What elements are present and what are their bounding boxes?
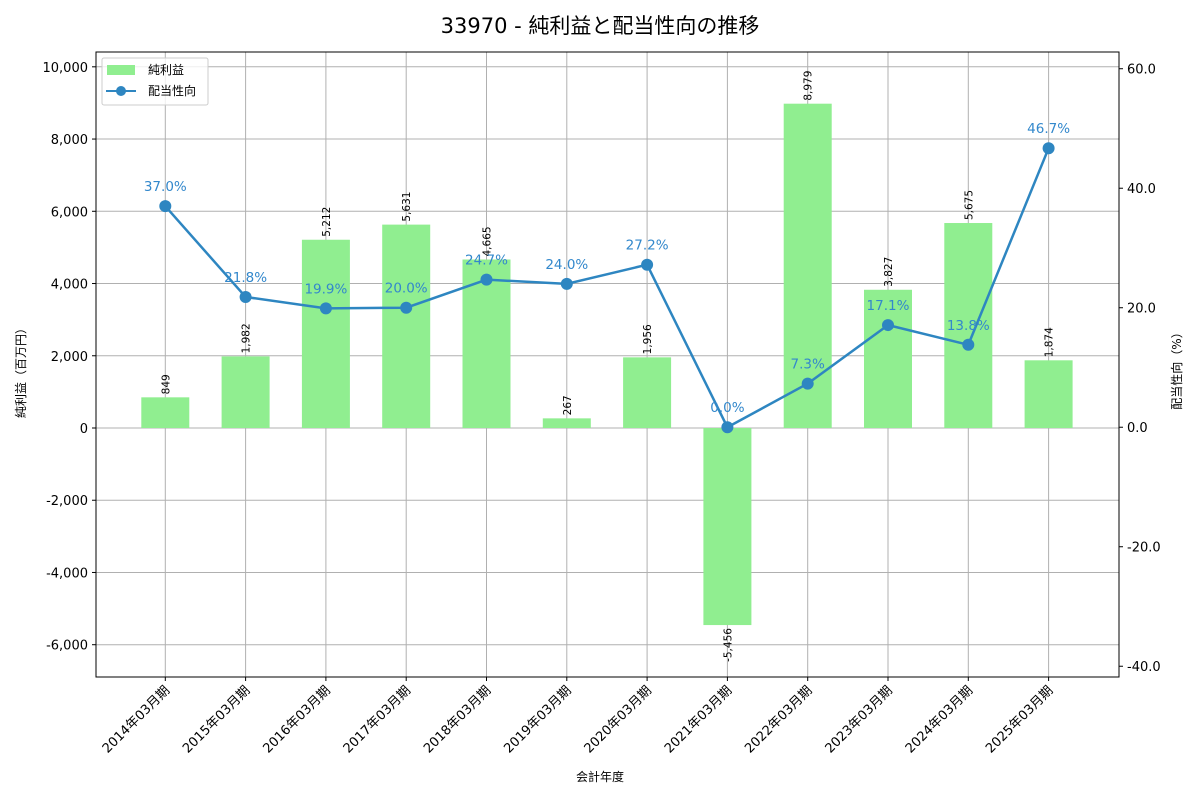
left-tick-label: 0: [80, 422, 88, 437]
right-tick-label: 40.0: [1127, 182, 1156, 197]
x-tick-label: 2017年03月期: [341, 683, 414, 756]
bar: [864, 289, 912, 428]
payout-line: [164, 147, 1050, 429]
payout-value-label: 19.9%: [304, 281, 347, 297]
line-marker: [801, 377, 814, 390]
chart-title: 33970 - 純利益と配当性向の推移: [441, 14, 760, 38]
left-tick-label: -4,000: [46, 566, 88, 581]
bar-value-label: 4,665: [482, 226, 494, 256]
x-tick-label: 2018年03月期: [421, 683, 494, 756]
payout-value-label: 21.8%: [224, 270, 267, 286]
line-marker: [319, 302, 332, 315]
right-tick-label: 0.0: [1127, 421, 1148, 436]
legend: 純利益 配当性向: [101, 57, 209, 106]
right-tick-label: 20.0: [1127, 302, 1156, 317]
right-axis-ticks: -40.0 -20.0 0.0 20.0 40.0 60.0: [1119, 63, 1161, 675]
bar: [703, 427, 752, 626]
payout-value-label: 37.0%: [144, 179, 187, 195]
payout-value-label: 7.3%: [791, 357, 825, 373]
bar-value-label: 8,979: [803, 71, 815, 101]
bars-net-income: 849 1,982 5,212 5,631 4,665 267 1,956 -5,456 8,9…: [141, 71, 1073, 662]
bar: [944, 223, 993, 428]
x-tick-label: 2024年03月期: [903, 683, 976, 756]
bar-value-label: 849: [160, 374, 172, 394]
bar-value-label: 3,827: [883, 257, 895, 287]
x-tick-label: 2022年03月期: [742, 683, 815, 756]
left-tick-label: -6,000: [46, 639, 88, 654]
legend-label-net-income: 純利益: [148, 63, 184, 77]
x-tick-label: 2019年03月期: [501, 683, 574, 756]
line-marker: [962, 338, 975, 351]
payout-value-label: 17.1%: [867, 298, 910, 314]
bar: [301, 239, 350, 428]
bar-value-label: 267: [562, 395, 574, 415]
line-marker: [159, 200, 172, 213]
right-tick-label: -20.0: [1127, 541, 1161, 556]
line-marker: [641, 258, 654, 271]
legend-marker-icon: [116, 86, 126, 96]
plot-frame: [95, 51, 1120, 678]
bar-value-label: 1,956: [642, 324, 654, 354]
x-tick-label: 2015年03月期: [180, 683, 253, 756]
x-tick-label: 2016年03月期: [260, 683, 333, 756]
bar: [1024, 360, 1073, 428]
bar-value-label: 5,631: [401, 192, 413, 222]
left-axis-ticks: -6,000 -4,000 -2,000 0 2,000 4,000 6,000 8,000 1…: [43, 61, 96, 654]
payout-value-label: 20.0%: [385, 281, 428, 297]
bar: [462, 259, 511, 428]
right-axis-label: 配当性向（%）: [1169, 326, 1184, 409]
left-tick-label: 6,000: [51, 205, 88, 220]
bar-value-label: 5,212: [321, 207, 333, 237]
payout-value-label: 46.7%: [1027, 121, 1070, 137]
line-marker: [560, 277, 573, 290]
bar: [221, 356, 270, 428]
x-tick-label: 2025年03月期: [983, 683, 1056, 756]
line-payout-ratio: 37.0% 21.8% 19.9% 20.0% 24.7% 24.0% 27.2% 0.0% 7…: [144, 121, 1070, 434]
bar: [783, 103, 832, 428]
x-tick-label: 2014年03月期: [100, 683, 173, 756]
left-tick-label: -2,000: [46, 494, 88, 509]
line-marker: [400, 301, 413, 314]
x-axis-label: 会計年度: [576, 769, 624, 784]
x-tick-label: 2021年03月期: [662, 683, 735, 756]
left-tick-label: 8,000: [51, 133, 88, 148]
right-tick-label: -40.0: [1127, 660, 1161, 675]
left-tick-label: 10,000: [43, 61, 89, 76]
right-tick-label: 60.0: [1127, 63, 1156, 78]
line-marker: [721, 421, 734, 434]
bar: [382, 224, 431, 428]
bar: [542, 418, 591, 428]
line-marker: [480, 273, 493, 286]
payout-value-label: 27.2%: [626, 238, 669, 254]
left-tick-label: 4,000: [51, 278, 88, 293]
line-marker: [1042, 142, 1055, 155]
line-marker: [882, 319, 894, 332]
left-axis-label: 純利益（百万円）: [14, 322, 28, 418]
legend-label-payout-ratio: 配当性向: [148, 83, 196, 98]
x-axis-ticks: 2014年03月期 2015年03月期 2016年03月期 2017年03月期 2018…: [100, 677, 1056, 757]
line-marker: [239, 290, 252, 303]
x-tick-label: 2023年03月期: [823, 683, 896, 756]
left-tick-label: 2,000: [51, 350, 88, 365]
x-tick-label: 2020年03月期: [582, 683, 655, 756]
bar-value-label: -5,456: [722, 628, 734, 662]
payout-value-label: 0.0%: [710, 400, 744, 416]
legend-bar-swatch: [107, 65, 135, 75]
bar: [141, 397, 190, 428]
bar-value-label: 1,982: [241, 323, 253, 353]
payout-value-label: 13.8%: [947, 318, 990, 334]
bar: [623, 357, 672, 428]
payout-value-label: 24.0%: [545, 257, 588, 273]
payout-value-label: 24.7%: [465, 253, 508, 269]
bar-value-label: 1,874: [1044, 327, 1056, 357]
bar-value-label: 5,675: [963, 190, 975, 220]
